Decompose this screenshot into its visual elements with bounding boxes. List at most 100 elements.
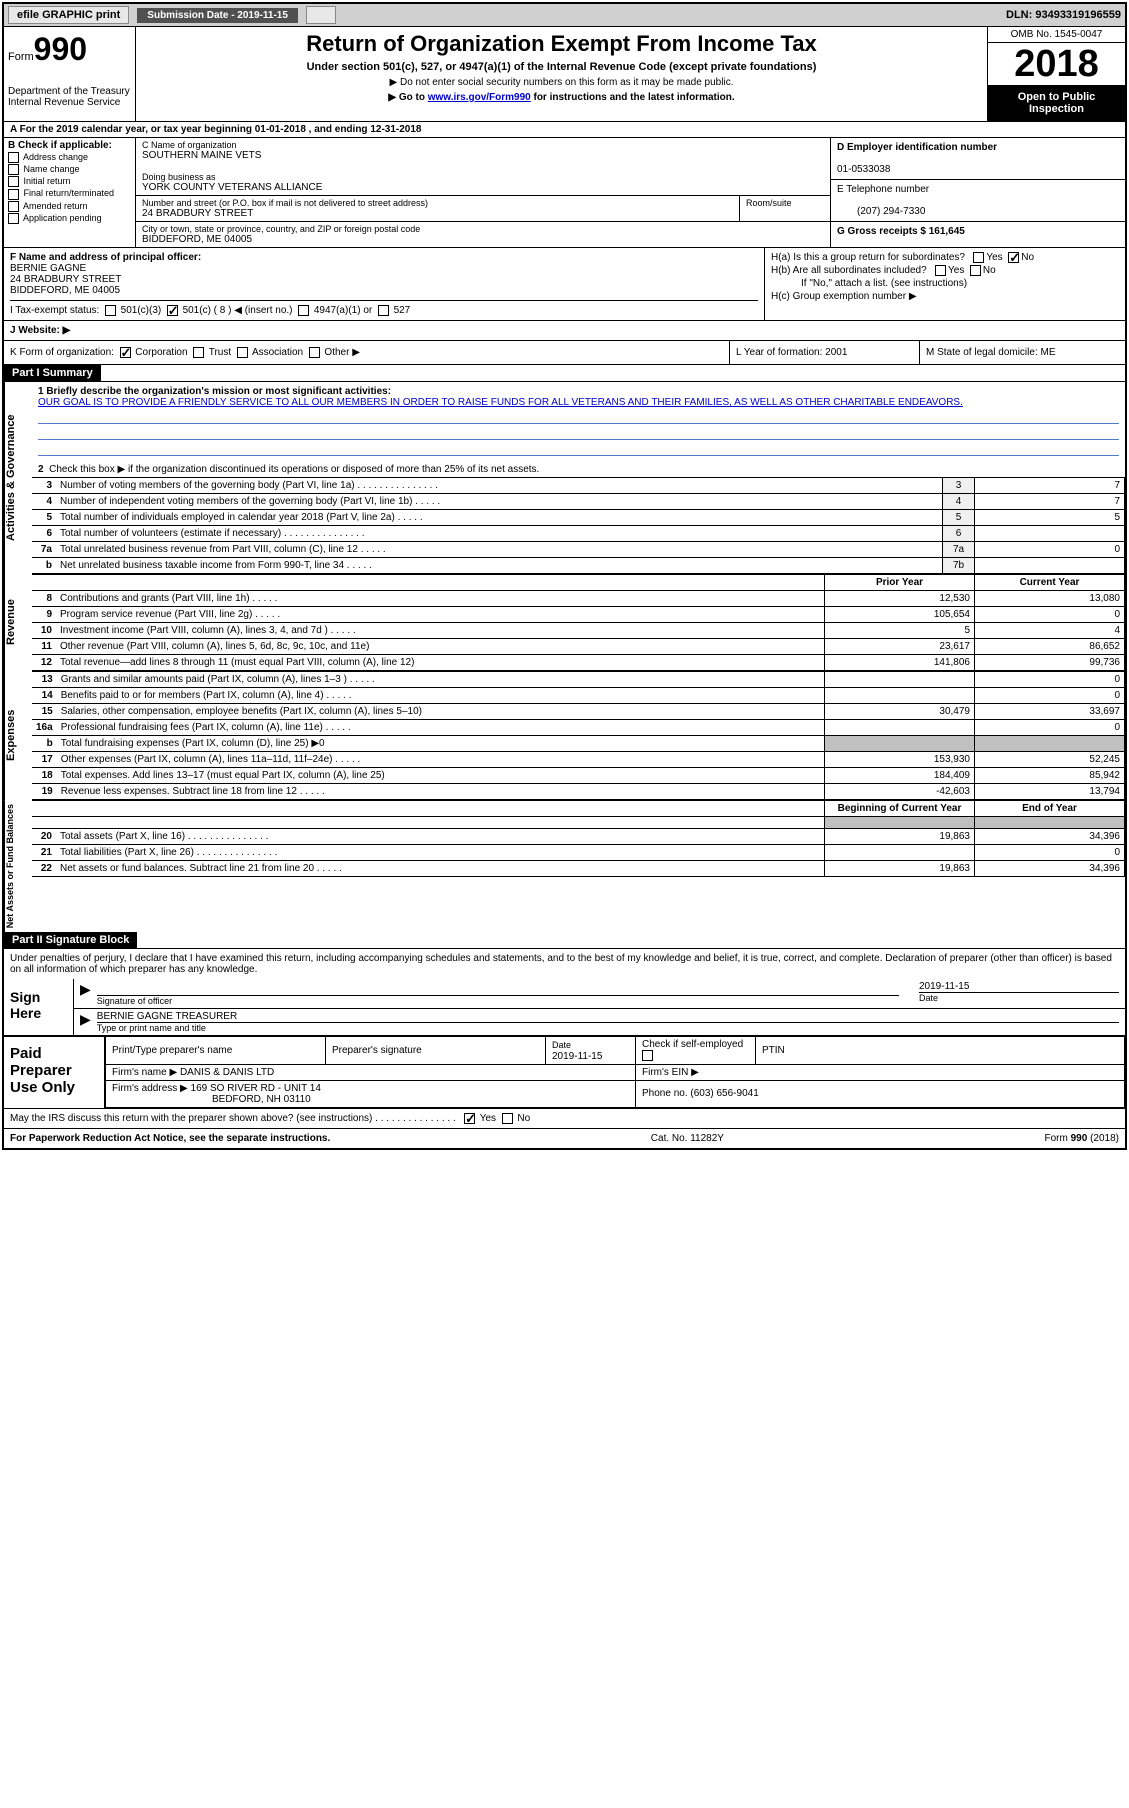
org-name: SOUTHERN MAINE VETS — [142, 150, 824, 161]
part-2-header-row: Part II Signature Block — [4, 932, 1125, 949]
may-irs-row: May the IRS discuss this return with the… — [4, 1108, 1125, 1128]
may-irs-label: May the IRS discuss this return with the… — [10, 1113, 372, 1124]
firm-name: Firm's name ▶ DANIS & DANIS LTD — [106, 1064, 636, 1080]
revenue-content: Prior YearCurrent Year 8Contributions an… — [32, 574, 1125, 671]
netassets-content: Beginning of Current YearEnd of Year 20T… — [32, 800, 1125, 932]
summary-body: Activities & Governance 1 Briefly descri… — [4, 382, 1125, 574]
form-title: Return of Organization Exempt From Incom… — [144, 31, 979, 57]
row-13: 13Grants and similar amounts paid (Part … — [32, 672, 1125, 688]
arrow-icon: ▶ — [80, 1011, 91, 1033]
sig-date: 2019-11-15 — [919, 981, 969, 992]
ha-yes[interactable] — [973, 252, 984, 263]
efile-button[interactable]: efile GRAPHIC print — [8, 6, 129, 24]
part-1-header-row: Part I Summary — [4, 365, 1125, 382]
vert-activities: Activities & Governance — [4, 382, 32, 574]
opt-name-change[interactable]: Name change — [8, 164, 131, 175]
row-7b: bNet unrelated business taxable income f… — [32, 558, 1125, 574]
opt-final-return[interactable]: Final return/terminated — [8, 188, 131, 199]
phone-label: E Telephone number — [837, 184, 929, 195]
form-number: Form990 — [8, 31, 131, 68]
prep-row-2: Firm's name ▶ DANIS & DANIS LTD Firm's E… — [106, 1064, 1125, 1080]
row-21: 21Total liabilities (Part X, line 26)0 — [32, 845, 1125, 861]
ptin-label: PTIN — [756, 1037, 1125, 1064]
row-6: 6Total number of volunteers (estimate if… — [32, 526, 1125, 542]
chk-501c3[interactable] — [105, 305, 116, 316]
firm-phone: Phone no. (603) 656-9041 — [636, 1080, 1125, 1107]
tax-exempt-label: I Tax-exempt status: — [10, 305, 99, 316]
signature-fields: ▶ Signature of officer 2019-11-15Date ▶ … — [74, 979, 1125, 1035]
mission-text: OUR GOAL IS TO PROVIDE A FRIENDLY SERVIC… — [38, 397, 963, 408]
blank-line — [38, 410, 1119, 424]
opt-application-pending[interactable]: Application pending — [8, 213, 131, 224]
rev-header: Prior YearCurrent Year — [32, 575, 1125, 591]
sign-here-row: Sign Here ▶ Signature of officer 2019-11… — [4, 979, 1125, 1036]
chk-527[interactable] — [378, 305, 389, 316]
box-g: G Gross receipts $ 161,645 — [831, 222, 1125, 241]
h-b-note: If "No," attach a list. (see instruction… — [771, 278, 1119, 289]
opt-address-change[interactable]: Address change — [8, 152, 131, 163]
footer: For Paperwork Reduction Act Notice, see … — [4, 1128, 1125, 1148]
hb-yes[interactable] — [935, 265, 946, 276]
opt-initial-return[interactable]: Initial return — [8, 176, 131, 187]
row-18: 18Total expenses. Add lines 13–17 (must … — [32, 768, 1125, 784]
firm-ein: Firm's EIN ▶ — [636, 1064, 1125, 1080]
blank-line — [38, 426, 1119, 440]
row-15: 15Salaries, other compensation, employee… — [32, 704, 1125, 720]
box-d: D Employer identification number 01-0533… — [831, 138, 1125, 180]
blank-button[interactable] — [306, 6, 336, 24]
org-name-row: C Name of organization SOUTHERN MAINE VE… — [136, 138, 830, 196]
ha-no[interactable] — [1008, 252, 1019, 263]
org-name-label: C Name of organization — [142, 140, 824, 150]
irs-no[interactable] — [502, 1113, 513, 1124]
boxes-d-e-g: D Employer identification number 01-0533… — [830, 138, 1125, 247]
open-to-public: Open to Public Inspection — [988, 85, 1125, 121]
chk-501c[interactable] — [167, 305, 178, 316]
paid-prep-table: Print/Type preparer's name Preparer's si… — [104, 1037, 1125, 1107]
note-ssn: ▶ Do not enter social security numbers o… — [144, 77, 979, 88]
phone-value: (207) 294-7330 — [837, 206, 925, 217]
city-row: City or town, state or province, country… — [136, 222, 830, 247]
chk-other[interactable] — [309, 347, 320, 358]
address-row: Number and street (or P.O. box if mail i… — [136, 196, 830, 222]
row-22: 22Net assets or fund balances. Subtract … — [32, 861, 1125, 877]
row-20: 20Total assets (Part X, line 16)19,86334… — [32, 829, 1125, 845]
paid-prep-label: Paid Preparer Use Only — [4, 1037, 104, 1107]
paperwork-notice: For Paperwork Reduction Act Notice, see … — [10, 1133, 330, 1144]
form990-link[interactable]: www.irs.gov/Form990 — [428, 92, 531, 103]
blank-line — [38, 442, 1119, 456]
opt-amended[interactable]: Amended return — [8, 201, 131, 212]
officer-name: BERNIE GAGNE — [10, 263, 86, 274]
row-8: 8Contributions and grants (Part VIII, li… — [32, 591, 1125, 607]
hb-no[interactable] — [970, 265, 981, 276]
prep-sig-label: Preparer's signature — [326, 1037, 546, 1064]
net-header: Beginning of Current YearEnd of Year — [32, 801, 1125, 817]
chk-4947[interactable] — [298, 305, 309, 316]
gross-receipts: G Gross receipts $ 161,645 — [837, 226, 965, 237]
note-instructions: ▶ Go to www.irs.gov/Form990 for instruct… — [144, 92, 979, 103]
form-header: Form990 Department of the Treasury Inter… — [4, 27, 1125, 122]
omb-number: OMB No. 1545-0047 — [988, 27, 1125, 43]
prep-date: 2019-11-15 — [552, 1051, 602, 1062]
netassets-table: Beginning of Current YearEnd of Year 20T… — [32, 800, 1125, 877]
chk-assoc[interactable] — [237, 347, 248, 358]
form-word: Form — [8, 51, 34, 63]
officer-label: F Name and address of principal officer: — [10, 252, 201, 263]
chk-self-employed[interactable] — [642, 1050, 653, 1061]
row-16a: 16aProfessional fundraising fees (Part I… — [32, 720, 1125, 736]
irs-yes[interactable] — [464, 1113, 475, 1124]
addr-label: Number and street (or P.O. box if mail i… — [142, 198, 733, 208]
row-4: 4Number of independent voting members of… — [32, 494, 1125, 510]
expenses-body: Expenses 13Grants and similar amounts pa… — [4, 671, 1125, 800]
dba-label: Doing business as — [142, 172, 824, 182]
row-11: 11Other revenue (Part VIII, column (A), … — [32, 639, 1125, 655]
chk-trust[interactable] — [193, 347, 204, 358]
part-1-header: Part I Summary — [4, 365, 101, 381]
box-j: J Website: ▶ — [4, 321, 1125, 341]
form-num-big: 990 — [34, 31, 87, 67]
header-right: OMB No. 1545-0047 2018 Open to Public In… — [987, 27, 1125, 121]
form-990-page: efile GRAPHIC print Submission Date - 20… — [2, 2, 1127, 1150]
box-e: E Telephone number (207) 294-7330 — [831, 180, 1125, 222]
q2-text: Check this box ▶ if the organization dis… — [49, 464, 539, 475]
ein-label: D Employer identification number — [837, 142, 997, 153]
chk-corp[interactable] — [120, 347, 131, 358]
